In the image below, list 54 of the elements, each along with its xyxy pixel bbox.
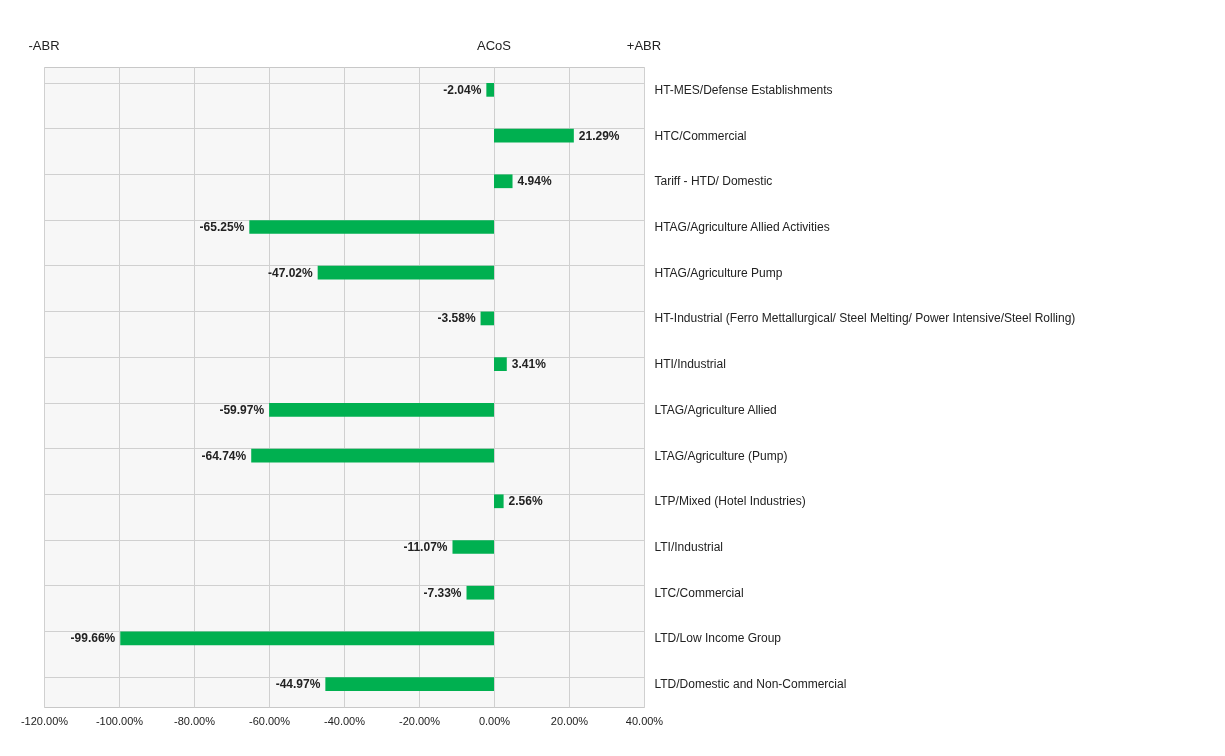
text: +ABR (626, 38, 662, 53)
y-tick-label: HT-Industrial (Ferro Mettallurgical/ Steel Melting/ Power Intensive/Steel Rolling) (654, 311, 1076, 326)
data-label: 21.29% (578, 128, 620, 143)
data-label: -99.66% (70, 631, 116, 646)
data-label: 3.41% (511, 357, 547, 372)
x-tick-label: 40.00% (625, 714, 664, 727)
y-tick-label: LTI/Industrial (654, 540, 723, 554)
bar (494, 357, 507, 371)
y-tick-label: LTAG/Agriculture (Pump) (654, 448, 788, 463)
bar (486, 83, 494, 97)
x-tick-label: 20.00% (550, 714, 589, 727)
x-tick-label: -80.00% (174, 714, 216, 727)
data-label: -7.33% (423, 585, 462, 600)
y-tick-label: HTAG/Agriculture Pump (654, 265, 783, 280)
data-label: -11.07% (403, 540, 448, 554)
x-tick-label: -120.00% (20, 714, 69, 727)
y-tick-label: LTAG/Agriculture Allied (654, 402, 777, 417)
bar (494, 128, 574, 143)
y-tick-label: LTP/Mixed (Hotel Industries) (654, 494, 806, 509)
x-tick-label: -100.00% (95, 714, 144, 727)
bar (325, 677, 494, 691)
text: ACoS (477, 38, 512, 53)
data-label: -59.97% (219, 402, 265, 417)
y-tick-label: LTD/Domestic and Non-Commercial (654, 677, 847, 692)
y-tick-label: Tariff - HTD/ Domestic (654, 174, 773, 189)
bar (466, 585, 494, 600)
x-tick-label: -60.00% (249, 714, 291, 727)
data-label: -65.25% (199, 220, 245, 234)
data-label: -44.97% (275, 677, 321, 692)
data-label: 4.94% (517, 174, 552, 189)
bar (120, 631, 494, 646)
y-tick-label: LTC/Commercial (654, 585, 744, 600)
x-tick-label: -20.00% (399, 714, 441, 727)
data-label: -47.02% (267, 265, 313, 280)
bar (452, 540, 494, 554)
bar (251, 448, 494, 463)
data-label: -3.58% (437, 311, 476, 326)
bar (317, 265, 494, 280)
bar (494, 494, 504, 509)
bar (494, 174, 513, 189)
y-tick-label: HTI/Industrial (654, 357, 726, 372)
text: -ABR (28, 38, 60, 53)
y-tick-label: HTC/Commercial (654, 128, 747, 143)
y-tick-label: LTD/Low Income Group (654, 631, 782, 646)
data-label: 2.56% (508, 494, 543, 509)
x-tick-label: -40.00% (324, 714, 366, 727)
bar (480, 311, 494, 326)
data-label: -2.04% (443, 82, 482, 97)
y-tick-label: HTAG/Agriculture Allied Activities (654, 220, 830, 234)
x-tick-label: 0.00% (478, 714, 511, 727)
y-tick-label: HT-MES/Defense Establishments (654, 82, 833, 97)
data-label: -64.74% (201, 448, 247, 463)
bar (249, 220, 494, 234)
bar (269, 403, 494, 417)
